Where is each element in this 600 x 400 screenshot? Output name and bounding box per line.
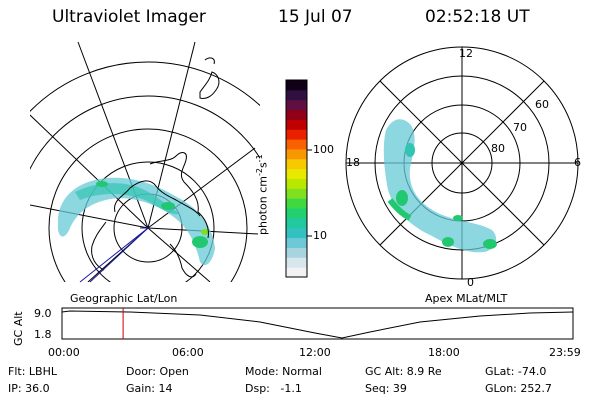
apex-dial (345, 46, 579, 280)
status-gc-alt: GC Alt: 8.9 Re (365, 365, 442, 378)
colorbar-cell (286, 109, 307, 120)
mlat-label-60: 60 (535, 98, 549, 111)
timeline-y-top: 9.0 (34, 307, 52, 320)
colorbar-cell (286, 208, 307, 219)
colorbar-cell (286, 168, 307, 179)
colorbar-cell (286, 158, 307, 170)
altitude-timeline (61, 307, 574, 340)
colorbar-cell (286, 227, 307, 239)
colorbar-cell (286, 178, 307, 189)
status-door: Door: Open (126, 365, 189, 378)
status-filter: Flt: LBHL (8, 365, 57, 378)
status-gain: Gain: 14 (126, 382, 173, 395)
timeline-tick-0000: 00:00 (48, 346, 80, 359)
status-seq: Seq: 39 (365, 382, 407, 395)
colorbar-cell (286, 139, 307, 150)
colorbar-cell (286, 257, 307, 268)
status-ip: IP: 36.0 (8, 382, 50, 395)
colorbar-cell (286, 129, 307, 140)
observation-time: 02:52:18 UT (425, 7, 530, 27)
colorbar-cell (286, 80, 307, 91)
colorbar-cell (286, 247, 307, 258)
geo-panel-label: Geographic Lat/Lon (70, 292, 178, 305)
satellite-track (79, 227, 150, 283)
colorbar-cell (286, 148, 307, 160)
timeline-tick-0600: 06:00 (172, 346, 204, 359)
colorbar (285, 79, 312, 278)
colorbar-unit-exp2: -1 (255, 154, 264, 163)
colorbar-unit: photon cm-2s-1 (255, 154, 275, 255)
timeline-axis-label: GC Alt (12, 311, 25, 346)
colorbar-cell (286, 89, 307, 101)
colorbar-unit-exp1: -2 (255, 168, 264, 177)
colorbar-unit-mid: s (256, 162, 270, 169)
mlt-label-18: 18 (346, 156, 360, 169)
timeline-tick-1800: 18:00 (428, 346, 460, 359)
colorbar-unit-prefix: photon cm (256, 176, 270, 235)
observation-date: 15 Jul 07 (278, 7, 353, 27)
apex-aurora-emission (383, 119, 497, 253)
mlt-label-0: 0 (467, 276, 474, 289)
mlat-label-70: 70 (513, 121, 527, 134)
geographic-map (30, 41, 260, 283)
mlt-label-12: 12 (459, 47, 473, 60)
colorbar-cell (286, 119, 307, 130)
status-dsp: Dsp: -1.1 (245, 382, 302, 395)
colorbar-cell (286, 267, 307, 278)
colorbar-cell (286, 99, 307, 111)
instrument-title: Ultraviolet Imager (52, 7, 206, 27)
status-glon: GLon: 252.7 (485, 382, 552, 395)
status-mode: Mode: Normal (245, 365, 322, 378)
colorbar-tick-100: 100 (313, 143, 334, 156)
colorbar-tick-10: 10 (313, 229, 327, 242)
colorbar-cell (286, 198, 307, 209)
mlt-label-6: 6 (574, 156, 581, 169)
colorbar-cell (286, 237, 307, 248)
mlat-label-80: 80 (491, 142, 505, 155)
colorbar-cell (286, 188, 307, 199)
status-glat: GLat: -74.0 (485, 365, 547, 378)
timeline-y-bottom: 1.8 (34, 328, 52, 341)
timeline-tick-1200: 12:00 (299, 346, 331, 359)
apex-panel-label: Apex MLat/MLT (425, 292, 508, 305)
timeline-tick-2359: 23:59 (549, 346, 581, 359)
coastlines (91, 57, 220, 278)
colorbar-cell (286, 217, 307, 229)
